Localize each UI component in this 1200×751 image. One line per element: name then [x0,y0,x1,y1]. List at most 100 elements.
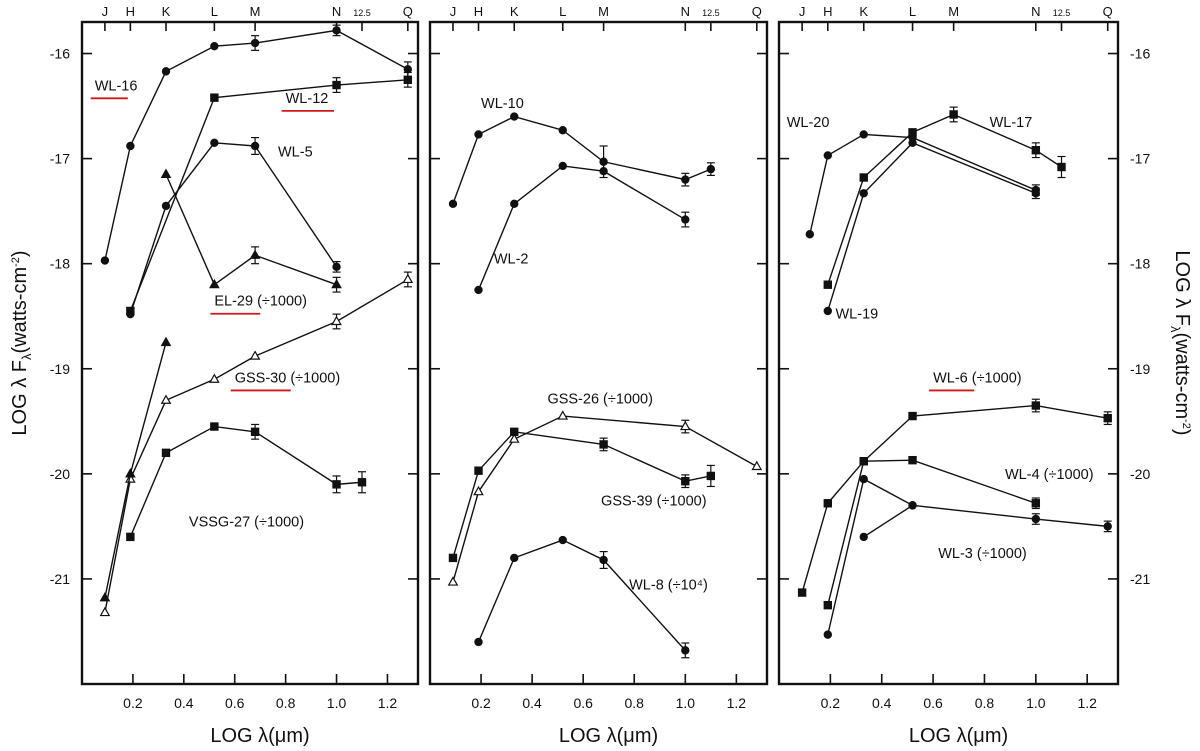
x-tick-label: 0.4 [522,695,542,711]
plot-frame [777,20,1120,686]
data-point [823,306,832,316]
band-label-k: K [162,4,171,19]
data-point [126,309,135,319]
y-axis-label-part: λ [19,353,34,360]
series-label-wl-6-1000: WL-6 (÷1000) [933,370,1022,386]
data-point [403,65,413,74]
series-label-gss-39-1000: GSS-39 (÷1000) [601,493,706,509]
plot-frame [428,20,769,686]
data-point [1031,189,1041,198]
y-tick-label: -20 [1130,466,1150,482]
series-line-gss-26-1000 [452,415,758,583]
series-line-wl-2 [477,165,686,291]
data-point [474,285,483,295]
data-point [908,138,917,148]
series-line-wl-6-1000 [801,404,1108,593]
data-point [558,535,567,545]
data-point [558,161,567,171]
data-point [679,420,691,431]
panel-middle: J H K L M N 12.5 Q 0.2 0.4 0.6 0.8 1.0 1.2 LOG λ(μm) WL… [428,4,769,747]
data-point [250,38,260,48]
band-label-l: L [909,4,916,19]
series-line-segment-6 [863,504,913,538]
x-axis-label: LOG λ(μm) [559,725,658,747]
y-tick-label: -18 [50,256,70,272]
data-point [474,637,483,647]
x-tick-label: 0.8 [975,695,995,711]
series-wl-12: WL-12 [126,71,413,316]
band-label-h: H [823,4,832,19]
series-gss-26-1000: GSS-26 (÷1000) [447,391,763,586]
data-point [357,478,367,487]
y-axis-label-part: LOG λ F [9,360,31,436]
data-point [403,75,413,84]
data-point [332,80,341,90]
data-point [751,460,763,471]
series-label-gss-26-1000: GSS-26 (÷1000) [547,391,652,407]
data-point [474,466,483,475]
data-point [599,167,608,176]
x-tick-label: 0.4 [872,695,892,711]
y-tick-label: -16 [1130,46,1150,62]
data-point [508,433,520,443]
data-point [681,476,690,486]
x-tick-label: 0.8 [276,695,296,711]
y-tick-label: -17 [1130,151,1150,167]
x-axis-label: LOG λ(μm) [909,725,1008,747]
series-line-wl-20 [809,133,1037,235]
x-axis-label: LOG λ(μm) [210,725,309,747]
band-label-12-5: 12.5 [353,8,371,18]
data-point [99,606,111,617]
series-segment-5 [99,336,172,602]
data-point [448,199,458,208]
data-point [126,141,135,151]
x-tick-label: 0.8 [625,695,645,711]
series-label-wl-19: WL-19 [836,306,879,322]
band-label-q: Q [1103,4,1113,19]
series-label-wl-16: WL-16 [95,78,138,94]
data-point [332,262,341,272]
x-tick-label: 1.0 [327,695,347,711]
data-point [161,201,171,211]
series-line-wl-10 [452,115,712,205]
data-point [681,215,690,224]
data-point [160,336,172,347]
y-tick-label: -21 [50,571,70,587]
data-point [510,199,519,208]
band-label-12-5: 12.5 [702,8,720,18]
y-tick-label: -19 [1130,361,1150,377]
data-point [599,555,608,565]
data-point [558,126,567,135]
data-point [823,600,832,610]
data-point [908,501,917,510]
band-label-h: H [474,4,483,19]
data-point [859,532,868,542]
series-wl-2: WL-2 [474,161,690,295]
data-point [859,189,868,198]
band-label-j: J [799,4,806,19]
series-el-29-1000: EL-29 (÷1000) [160,168,342,315]
series-line-gss-30-1000 [104,278,409,613]
data-point [510,427,519,437]
series-wl-17: WL-17 [823,106,1066,289]
data-point [474,130,483,139]
data-point [1103,522,1112,531]
data-point [331,315,342,326]
series-line-el-29-1000 [165,174,337,286]
y-tick-label: -17 [50,151,70,167]
series-label-wl-3-1000: WL-3 (÷1000) [938,546,1027,562]
series-gss-30-1000: GSS-30 (÷1000) [99,271,414,617]
series-label-wl-17: WL-17 [990,115,1033,131]
data-point [126,532,135,542]
band-label-k: K [510,4,519,19]
y-axis-label: LOG λ Fλ(watts-cm-2) [1168,250,1193,435]
y-tick-label: -16 [50,46,70,62]
band-label-n: N [681,4,690,19]
data-point [908,411,917,421]
data-point [823,151,832,160]
data-point [797,588,807,597]
band-label-n: N [1031,4,1040,19]
data-point [908,128,917,137]
y-axis-label-part: (watts-cm [1171,332,1193,419]
x-tick-label: 0.4 [174,695,194,711]
